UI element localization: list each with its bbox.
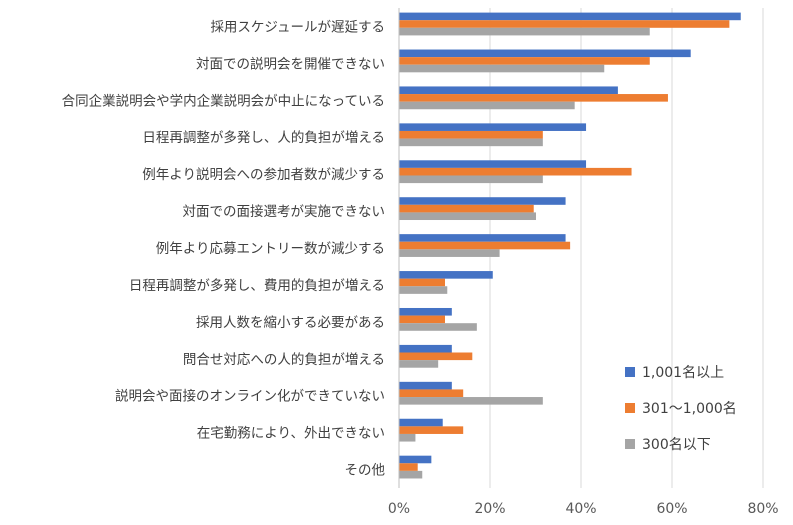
bar [399,397,543,405]
bar [399,271,493,279]
x-tick-label: 80% [747,501,778,517]
x-tick-label: 0% [388,501,410,517]
bar [399,455,432,464]
bar [399,86,618,95]
bar [399,123,587,131]
bar [399,64,605,73]
category-labels: 採用スケジュールが遅延する対面での説明会を開催できない合同企業説明会や学内企業説… [62,19,385,478]
bar [399,167,632,176]
bar [399,197,566,205]
bar [399,360,439,368]
category-label: その他 [345,463,386,479]
bar [399,94,668,102]
bar [399,212,536,221]
bar [399,57,650,65]
bar [399,286,448,294]
bar [399,101,575,110]
bar [399,241,571,250]
category-label: 日程再調整が多発し、費用的負担が増える [129,277,385,294]
bar [399,381,452,390]
x-tick-label: 60% [656,501,687,517]
legend-label: 1,001名以上 [642,365,724,381]
bar [399,426,464,434]
bar [399,138,543,147]
category-label: 合同企業説明会や学内企業説明会が中止になっている [62,92,385,109]
bar [399,352,473,361]
category-label: 日程再調整が多発し、人的負担が増える [142,129,385,146]
bar [399,470,423,479]
bar [399,463,418,471]
category-label: 在宅勤務により、外出できない [197,426,385,442]
category-label: 例年より説明会への参加者数が減少する [142,166,385,183]
category-label: 対面での面接選考が実施できない [183,203,386,220]
category-label: 例年より応募エントリー数が減少する [156,240,385,257]
bar [399,27,650,36]
bar [399,175,543,184]
x-tick-label: 40% [565,501,596,517]
bar [399,307,452,316]
category-label: 対面での説明会を開催できない [196,56,385,72]
legend: 1,001名以上 301～1,000名 300名以下 [625,365,737,453]
category-label: 採用スケジュールが遅延する [210,19,385,35]
bar [399,20,730,28]
bar [399,389,464,398]
bars [399,12,741,479]
category-label: 採用人数を縮小する必要がある [196,315,385,331]
bar [399,12,741,21]
x-tick-labels: 0% 20% 40% 60% 80% [388,501,779,517]
bar [399,204,534,213]
bar [399,323,477,331]
legend-label: 300名以下 [642,437,711,453]
bar [399,234,566,242]
legend-swatch [625,403,635,413]
bar [399,433,416,442]
x-tick-label: 20% [474,501,505,517]
category-label: 問合せ対応への人的負担が増える [183,352,385,368]
legend-swatch [625,367,635,377]
bar [399,315,445,324]
bar [399,160,587,168]
bar [399,418,443,427]
bar [399,249,500,257]
legend-label: 301～1,000名 [642,401,737,417]
bar [399,130,543,139]
legend-swatch [625,439,635,449]
category-label: 説明会や面接のオンライン化ができていない [115,388,385,405]
bar [399,278,445,287]
bar [399,344,452,353]
bar [399,49,691,58]
